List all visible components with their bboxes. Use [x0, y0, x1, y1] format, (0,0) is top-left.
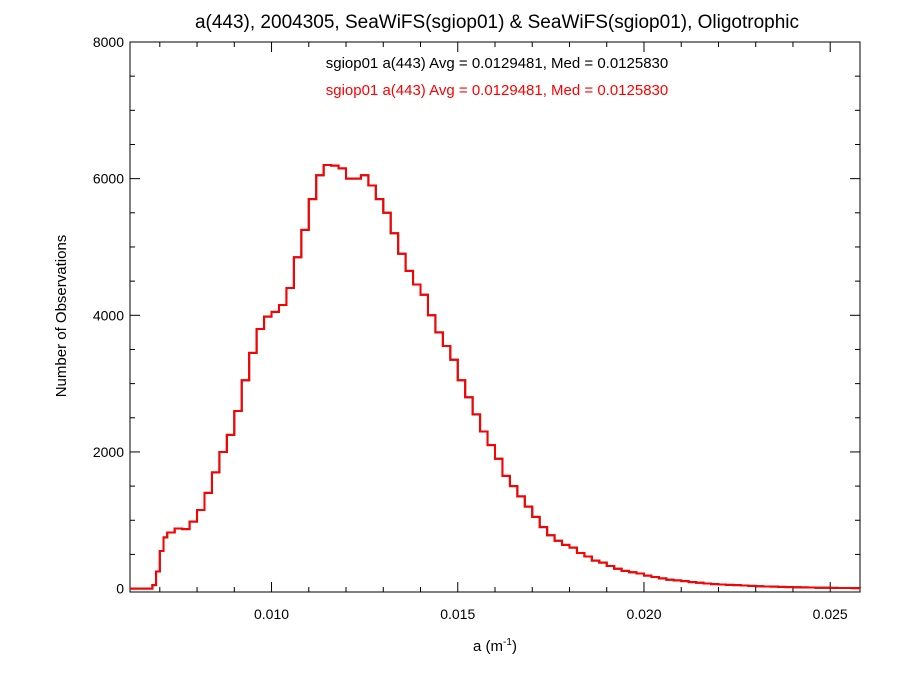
x-axis-label-close: )	[512, 638, 517, 655]
series-line-red	[130, 163, 861, 590]
series-line-black	[130, 163, 861, 590]
y-axis-ticks: 0 2000 4000 6000 8000	[93, 34, 860, 597]
x-tick-label: 0.015	[440, 606, 475, 622]
legend-entry-red: sgiop01 a(443) Avg = 0.0129481, Med = 0.…	[326, 82, 669, 99]
y-tick-label: 6000	[93, 171, 124, 187]
y-tick-label: 8000	[93, 34, 124, 50]
legend-entry-black: sgiop01 a(443) Avg = 0.0129481, Med = 0.…	[326, 55, 669, 72]
x-axis-label-base: a (m	[473, 638, 503, 655]
y-tick-label: 0	[116, 581, 124, 597]
chart-title: a(443), 2004305, SeaWiFS(sgiop01) & SeaW…	[195, 12, 799, 33]
x-axis-ticks: 0.010 0.015 0.020 0.025	[159, 42, 848, 622]
x-axis-label-superscript: -1	[503, 637, 512, 648]
x-tick-label: 0.010	[254, 606, 289, 622]
x-tick-label: 0.025	[813, 606, 848, 622]
plot-frame	[129, 41, 861, 593]
y-axis-label: Number of Observations	[53, 235, 70, 398]
x-axis-label: a (m-1)	[473, 637, 517, 655]
y-tick-label: 2000	[93, 444, 124, 460]
y-tick-label: 4000	[93, 307, 124, 323]
x-tick-label: 0.020	[626, 606, 661, 622]
series-group	[130, 163, 861, 590]
